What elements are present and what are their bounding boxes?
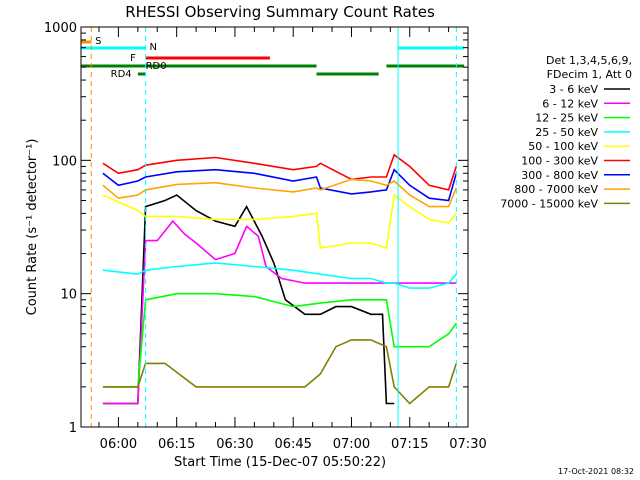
x-tick-label: 07:30 bbox=[449, 437, 486, 452]
legend-label: 25 - 50 keV bbox=[535, 126, 598, 139]
series-line bbox=[102, 193, 457, 250]
series-line bbox=[102, 168, 458, 202]
legend-label: 800 - 7000 keV bbox=[514, 183, 598, 196]
legend: Det 1,3,4,5,6,9, FDecim 1, Att 0 3 - 6 k… bbox=[500, 54, 632, 210]
x-tick-label: 06:30 bbox=[216, 437, 253, 452]
legend-label: 12 - 25 keV bbox=[535, 112, 598, 125]
flag-bars: S N F RD0 RD4 bbox=[81, 36, 465, 80]
series-line bbox=[102, 339, 458, 405]
series-line bbox=[102, 292, 457, 388]
x-tick-label: 06:15 bbox=[158, 437, 195, 452]
legend-label: 100 - 300 keV bbox=[521, 155, 598, 168]
legend-header-line: Det 1,3,4,5,6,9, bbox=[546, 54, 632, 67]
legend-label: 50 - 100 keV bbox=[528, 140, 598, 153]
plot-frame bbox=[80, 26, 469, 428]
flag-label: S bbox=[95, 36, 101, 47]
footer-date: 17-Oct-2021 08:32 bbox=[558, 467, 634, 476]
flag-label: F bbox=[130, 53, 136, 64]
series-line bbox=[102, 153, 458, 191]
legend-label: 3 - 6 keV bbox=[549, 83, 598, 96]
time-markers bbox=[90, 27, 457, 427]
series-line bbox=[102, 194, 395, 405]
legend-header-line: FDecim 1, Att 0 bbox=[547, 68, 632, 81]
y-tick-label: 1000 bbox=[44, 21, 77, 36]
flag-label: N bbox=[149, 42, 156, 53]
y-axis-ticks: 1 10 100 1000 bbox=[44, 21, 468, 436]
x-tick-label: 07:00 bbox=[333, 437, 370, 452]
x-tick-label: 06:00 bbox=[100, 437, 137, 452]
series-line bbox=[102, 262, 457, 289]
x-tick-label: 06:45 bbox=[274, 437, 311, 452]
legend-label: 300 - 800 keV bbox=[521, 169, 598, 182]
series-line bbox=[102, 219, 457, 405]
chart-title: RHESSI Observing Summary Count Rates bbox=[125, 3, 435, 21]
series-lines bbox=[102, 153, 458, 405]
x-tick-label: 07:15 bbox=[391, 437, 428, 452]
x-axis-label: Start Time (15-Dec-07 05:50:22) bbox=[174, 455, 386, 470]
y-axis-label: Count Rate (s⁻¹ detector⁻¹) bbox=[25, 139, 40, 316]
flag-label: RD4 bbox=[111, 69, 132, 80]
series-line bbox=[102, 178, 458, 208]
x-axis-ticks: 06:00 06:15 06:30 06:45 07:00 07:15 07:30 bbox=[98, 27, 487, 452]
y-tick-label: 10 bbox=[60, 288, 77, 303]
legend-label: 7000 - 15000 keV bbox=[500, 197, 598, 210]
legend-label: 6 - 12 keV bbox=[542, 97, 598, 110]
y-tick-label: 1 bbox=[69, 421, 77, 436]
y-tick-label: 100 bbox=[52, 154, 77, 169]
flag-label: RD0 bbox=[146, 61, 167, 72]
